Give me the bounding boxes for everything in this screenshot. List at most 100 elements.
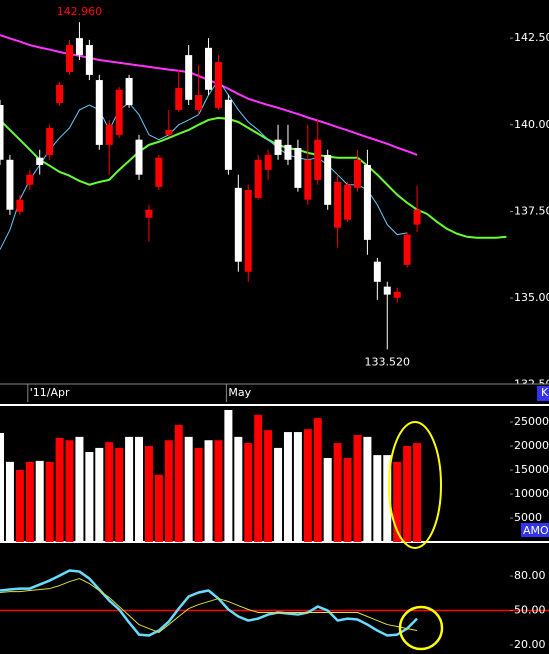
oscillator-panel: 20.00 50.00 80.00 <box>0 569 549 651</box>
candle-body <box>125 77 133 106</box>
volume-bar <box>45 461 54 542</box>
candle-body <box>0 105 4 160</box>
candle-body <box>155 157 163 187</box>
y-tick-label: 142.50 <box>514 31 549 44</box>
volume-bar <box>75 436 84 542</box>
volume-bar <box>55 437 64 542</box>
axis-tag-box <box>537 386 549 401</box>
volume-panel: 5000 10000 15000 20000 25000 AMO <box>0 404 549 543</box>
volume-bar <box>234 436 243 542</box>
volume-bar <box>65 440 74 542</box>
y-tick-label: 15000 <box>514 463 549 476</box>
y-tick-label: 132.50 <box>514 378 549 391</box>
candle-body <box>115 89 123 135</box>
candle-body <box>344 184 352 220</box>
candle-body <box>334 181 342 228</box>
volume-bar <box>353 434 362 542</box>
volume-bar <box>274 447 283 542</box>
y-tick-label: 135.00 <box>514 291 549 304</box>
volume-bar <box>194 447 203 542</box>
volume-bar <box>254 414 263 542</box>
indicator-line <box>0 578 418 633</box>
candle-body <box>185 55 193 100</box>
axis-tag: AMO <box>523 524 549 537</box>
volume-bar <box>413 443 422 542</box>
volume-bar <box>125 436 134 542</box>
candle-body <box>16 199 24 212</box>
candle-body <box>165 129 173 135</box>
volume-bar <box>154 474 163 542</box>
candle-body <box>205 47 213 90</box>
candle-body <box>46 127 54 155</box>
candle-body <box>175 88 183 110</box>
candle-body <box>294 148 302 188</box>
volume-bar <box>313 418 322 542</box>
x-tick-label: '11/Apr <box>30 386 70 399</box>
volume-bar <box>25 461 34 542</box>
candle-body <box>56 84 64 103</box>
volume-bar <box>144 445 153 542</box>
volume-bar <box>264 430 273 542</box>
axis-tag-box <box>521 523 549 537</box>
y-tick-label: 10000 <box>514 487 549 500</box>
volume-bar <box>204 440 213 542</box>
candle-body <box>314 139 322 180</box>
candle-body <box>244 189 252 272</box>
volume-bar <box>184 436 193 542</box>
y-tick-label: 80.00 <box>514 569 546 582</box>
candle-body <box>145 209 153 218</box>
candle-body <box>403 234 411 265</box>
volume-bar <box>383 455 392 542</box>
volume-bar <box>5 461 14 542</box>
y-tick-label: 25000 <box>514 415 549 428</box>
y-tick-label: 137.50 <box>514 204 549 217</box>
candle-body <box>234 187 242 262</box>
candle-body <box>254 159 262 198</box>
candle-body <box>214 62 222 108</box>
volume-bar <box>174 424 183 542</box>
volume-bar <box>363 436 372 542</box>
candle-body <box>324 154 332 205</box>
volume-bar <box>95 447 104 542</box>
y-tick-label: 140.00 <box>514 118 549 131</box>
y-tick-label: 50.00 <box>514 604 546 617</box>
candle-body <box>6 159 14 210</box>
volume-bar <box>303 429 312 542</box>
candle-body <box>353 159 361 188</box>
volume-bar <box>393 461 402 542</box>
volume-bar <box>35 460 44 542</box>
candle-body <box>264 154 272 170</box>
candle-body <box>135 139 143 175</box>
highlight-ellipse <box>398 605 444 651</box>
candle-body <box>274 139 282 155</box>
axis-tag: K <box>541 386 549 399</box>
candle-body <box>66 45 74 73</box>
x-tick-label: May <box>228 386 251 399</box>
high-annotation: 142.960 <box>57 5 103 18</box>
candle-body <box>105 124 113 145</box>
date-strip-bg <box>0 384 549 403</box>
volume-bar <box>224 409 233 542</box>
volume-bar <box>283 432 292 542</box>
y-tick-label: 20000 <box>514 439 549 452</box>
volume-bar <box>105 442 114 542</box>
volume-bar <box>214 440 223 542</box>
indicator-line <box>0 79 408 250</box>
candle-body <box>363 164 371 240</box>
volume-bar <box>115 447 124 542</box>
volume-bar <box>244 443 253 542</box>
volume-bar <box>135 436 144 542</box>
candle-body <box>304 159 312 200</box>
candle-body <box>284 144 292 160</box>
volume-bar <box>403 445 412 542</box>
price-panel: 132.50 135.00 137.50 140.00 142.50 142.960 133… <box>0 5 549 391</box>
candle-body <box>75 38 83 56</box>
candle-body <box>383 286 391 295</box>
candle-body <box>26 174 34 185</box>
y-tick-label: 20.00 <box>514 638 546 651</box>
volume-bar <box>0 433 4 542</box>
low-annotation: 133.520 <box>365 355 411 368</box>
volume-bar <box>15 469 24 542</box>
